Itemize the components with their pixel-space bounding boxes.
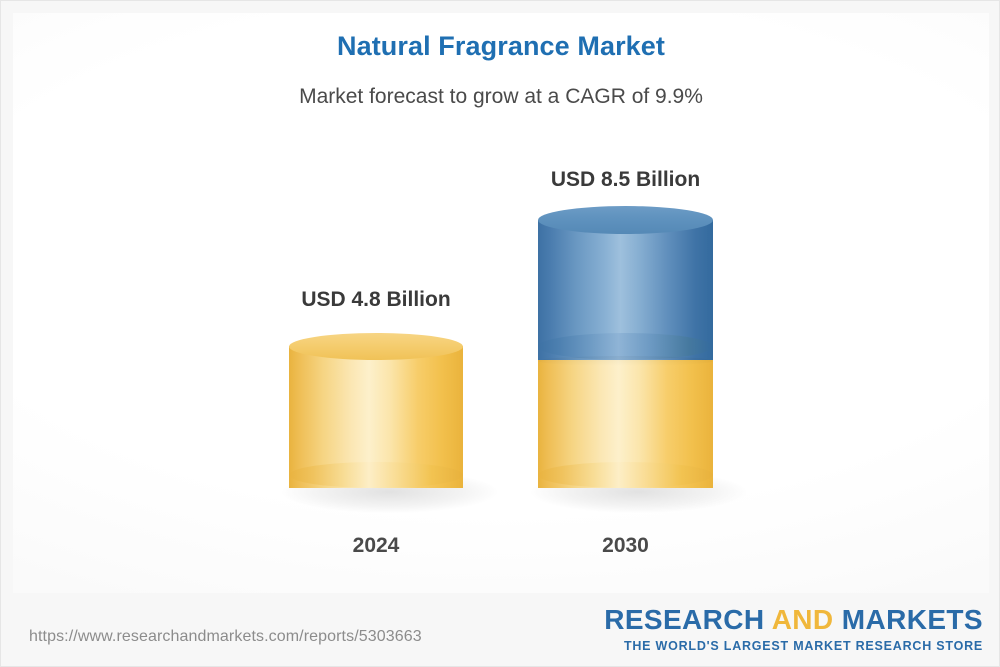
bar-2030[interactable] bbox=[538, 206, 713, 501]
brand-logo[interactable]: RESEARCH AND MARKETS THE WORLD'S LARGEST… bbox=[604, 603, 983, 653]
bar-2024-top-cap bbox=[289, 333, 463, 360]
report-url[interactable]: https://www.researchandmarkets.com/repor… bbox=[29, 628, 422, 645]
bar-2024-segment-base bbox=[289, 333, 463, 501]
bar-2024-value-label: USD 4.8 Billion bbox=[301, 288, 451, 311]
logo-word-markets: MARKETS bbox=[841, 603, 983, 635]
bar-2030-segment-growth bbox=[538, 206, 713, 373]
bar-2024-category-label: 2024 bbox=[352, 534, 400, 557]
bar-2030-segment-base bbox=[538, 333, 713, 501]
logo-wordmark: RESEARCH AND MARKETS bbox=[604, 603, 983, 635]
bar-2030-value-label: USD 8.5 Billion bbox=[550, 168, 701, 191]
chart-subtitle: Market forecast to grow at a CAGR of 9.9… bbox=[299, 85, 703, 108]
logo-tagline: THE WORLD'S LARGEST MARKET RESEARCH STOR… bbox=[623, 638, 983, 653]
logo-word-research: RESEARCH bbox=[604, 603, 765, 635]
bar-2030-growth-bottom-cap bbox=[538, 333, 713, 360]
bar-2030-bottom-cap bbox=[538, 462, 713, 488]
logo-word-and: AND bbox=[771, 603, 834, 635]
footer: https://www.researchandmarkets.com/repor… bbox=[1, 591, 999, 666]
bar-2024[interactable] bbox=[289, 333, 463, 501]
bar-2030-top-cap bbox=[538, 206, 713, 234]
chart-plot-area bbox=[13, 13, 989, 593]
bar-2030-category-label: 2030 bbox=[602, 534, 649, 557]
bar-2024-bottom-cap bbox=[289, 462, 463, 488]
page-title: Natural Fragrance Market bbox=[336, 31, 666, 61]
bar-2030-seam bbox=[538, 356, 713, 366]
